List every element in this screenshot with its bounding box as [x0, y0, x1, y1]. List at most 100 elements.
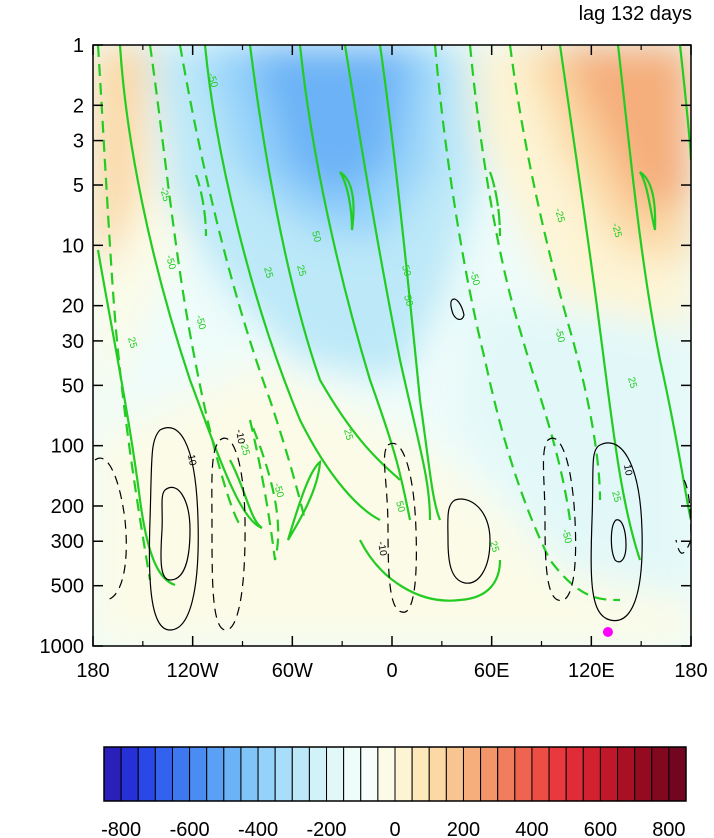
- colorbar-swatch: [377, 746, 396, 802]
- colorbar-swatch: [343, 746, 362, 802]
- y-tick-label: 1: [73, 35, 84, 57]
- contour-lines: [94, 45, 691, 631]
- black-dashed-contour: [211, 437, 246, 631]
- green-contour-label: -50: [205, 72, 219, 89]
- green-dashed-contour: [488, 171, 502, 237]
- colorbar-swatch: [565, 746, 584, 802]
- colorbar-tick-label: 800: [652, 819, 685, 838]
- colorbar-swatch: [137, 746, 156, 802]
- positive-core-west: [93, 45, 150, 270]
- colorbar-swatch: [360, 746, 379, 802]
- black-contour-label: -10: [375, 541, 388, 558]
- positive-band-lower: [93, 360, 691, 646]
- reference-marker: [602, 627, 613, 637]
- y-tick-label: 20: [62, 296, 84, 318]
- colorbar-swatch: [445, 746, 464, 802]
- colorbar-swatch: [668, 746, 687, 802]
- black-dashed-contour: [383, 442, 417, 613]
- black-contour-label: 10: [621, 464, 634, 477]
- colorbar-swatch: [411, 746, 430, 802]
- colorbar-swatch: [497, 746, 516, 802]
- green-solid-contour: [248, 45, 401, 481]
- y-tick-label: 1000: [40, 636, 85, 658]
- y-tick-label: 3: [73, 131, 84, 153]
- colorbar-swatch: [103, 746, 122, 802]
- colorbar-swatch: [394, 746, 413, 802]
- colorbar-swatch: [240, 746, 259, 802]
- colorbar-swatch: [171, 746, 191, 802]
- colorbar-swatch: [617, 746, 636, 802]
- x-tick-label: 180: [76, 660, 109, 682]
- black-contour-label: 10: [185, 454, 198, 467]
- green-contour-label: 25: [487, 540, 501, 554]
- colorbar-swatch: [206, 746, 225, 802]
- colorbar-swatch: [274, 746, 293, 802]
- colorbar-tick-label: 600: [584, 819, 617, 838]
- green-contour-label: 25: [294, 264, 308, 278]
- green-contour-label: -50: [559, 528, 573, 545]
- green-contour-label: -50: [552, 327, 566, 344]
- green-dashed-contour: [178, 45, 307, 521]
- colorbar-swatch: [634, 746, 653, 802]
- green-solid-contour: [639, 171, 657, 231]
- colorbar-tick-label: 0: [389, 819, 400, 838]
- black-solid-contour: [610, 519, 627, 563]
- green-solid-contour: [359, 539, 502, 602]
- axes: 180 120W 60W 0 60E 120E 180 1 2 3 5 10 20 30 50 100 200 3…: [40, 35, 708, 682]
- y-tick-label: 30: [62, 331, 84, 353]
- green-solid-contour: [203, 45, 381, 521]
- colorbar-tick-label: -800: [101, 819, 141, 838]
- y-tick-label: 500: [51, 576, 84, 598]
- colorbar-swatch: [223, 746, 242, 802]
- y-tick-label: 2: [73, 95, 84, 117]
- green-solid-contour: [96, 249, 176, 587]
- black-dashed-contour: [542, 437, 577, 602]
- colorbar-swatch: [308, 746, 328, 802]
- y-tick-label: 200: [51, 496, 84, 518]
- negative-max: [250, 45, 410, 200]
- green-contour-label: 25: [261, 266, 275, 280]
- black-solid-contour: [590, 442, 643, 622]
- green-contour-label: -50: [467, 270, 481, 287]
- green-solid-contour: [298, 45, 412, 521]
- colorbar-swatch: [548, 746, 567, 802]
- black-dashed-contour: [94, 457, 127, 601]
- green-dashed-contour: [433, 45, 621, 602]
- green-dashed-contour: [248, 419, 280, 561]
- colorbar-swatch: [257, 746, 276, 802]
- colorbar-swatch: [428, 746, 447, 802]
- y-tick-label: 5: [73, 175, 84, 197]
- green-contour-label: -50: [163, 254, 177, 271]
- y-tick-label: 10: [62, 235, 84, 257]
- colorbar-swatch: [599, 746, 619, 802]
- black-solid-contour: [450, 298, 465, 320]
- green-contour-label: -50: [271, 482, 285, 499]
- colorbar-swatch: [531, 746, 550, 802]
- colorbar-tick-label: 400: [515, 819, 548, 838]
- green-contour-label: -25: [157, 186, 171, 203]
- y-tick-label: 100: [51, 436, 84, 458]
- green-dashed-contour: [468, 45, 572, 521]
- colorbar: -800 -600 -400 -200 0 200 400 600 800: [101, 746, 687, 838]
- green-dashed-contour: [96, 45, 152, 581]
- field-blobs: [93, 45, 691, 646]
- green-contour-label: 50: [399, 264, 413, 278]
- green-solid-contour: [343, 45, 432, 521]
- contour-labels: -50 -25 25 50 -50 25 25 -25 50 -50 25 50 -25 -50 50 25 -…: [125, 72, 639, 557]
- green-solid-contour: [229, 459, 263, 529]
- colorbar-tick-label: -400: [238, 819, 278, 838]
- x-tick-label: 120E: [568, 660, 615, 682]
- green-solid-contour: [558, 45, 642, 561]
- colorbar-frame: [103, 746, 687, 802]
- x-tick-label: 60E: [474, 660, 510, 682]
- green-contour-label: 25: [125, 336, 139, 350]
- chart-title: lag 132 days: [579, 3, 692, 25]
- colorbar-swatch: [326, 746, 345, 802]
- green-solid-contour: [339, 171, 355, 231]
- black-solid-contour: [447, 498, 491, 584]
- green-contour-label: 25: [625, 376, 639, 390]
- green-contour-label: 50: [393, 500, 407, 514]
- colorbar-swatch: [154, 746, 173, 802]
- green-contour-label: -25: [609, 222, 623, 239]
